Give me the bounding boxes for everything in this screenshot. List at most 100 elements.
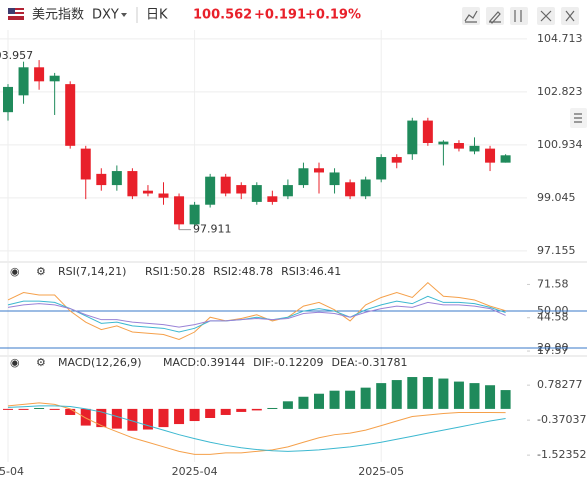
macd-bar [469, 383, 480, 409]
macd-bar [407, 377, 418, 409]
macd-bar [314, 393, 324, 409]
candle-body [469, 145, 480, 152]
candle-body [453, 143, 464, 149]
macd-bar [267, 407, 278, 409]
x-tick-label: 2025-04 [172, 465, 218, 478]
y-tick-label: 0.78277 [537, 378, 583, 391]
candle-body [80, 148, 91, 180]
macd-bar [438, 378, 449, 409]
macd-bar [96, 408, 107, 428]
macd-line [7, 402, 506, 455]
y-tick-label: 97.155 [537, 244, 576, 257]
macd-bar [298, 396, 309, 409]
settings-icon[interactable]: ⚙ [36, 265, 46, 278]
period[interactable]: 日K [146, 8, 168, 23]
legend-entry: RSI3:46.41 [281, 265, 341, 278]
candle-body [34, 67, 45, 82]
macd-bar [174, 408, 185, 425]
candle-body [391, 157, 402, 163]
candle-body [158, 193, 169, 198]
macd-bar [485, 385, 496, 409]
macd-bar [205, 408, 216, 418]
side-icon [574, 113, 582, 123]
y-tick-label: 44.58 [537, 311, 569, 324]
candle-body [407, 120, 418, 155]
rsi-line [7, 295, 506, 333]
min-label: 97.911 [193, 223, 232, 236]
macd-line [7, 405, 506, 452]
legend-entry: MACD:0.39144 [163, 356, 245, 369]
macd-bar [49, 408, 60, 410]
candle-body [174, 196, 185, 225]
macd-bar [142, 408, 153, 430]
macd-bar [220, 408, 231, 415]
y-tick-label: 102.823 [537, 85, 583, 98]
candle-body [282, 185, 293, 197]
flag [8, 8, 24, 20]
fullscreen-icon [540, 10, 552, 22]
candle-type-button[interactable] [510, 7, 528, 25]
y-tick-label: -1.52352 [537, 448, 586, 461]
candle-type-icon [514, 10, 522, 22]
candle-body [438, 141, 449, 145]
eye-icon[interactable]: ◉ [10, 356, 20, 369]
dropdown-icon[interactable] [121, 13, 127, 17]
macd-bar [236, 408, 247, 412]
change: +0.191 [254, 8, 306, 23]
y-tick-label: 71.58 [537, 277, 569, 290]
candle-body [236, 185, 247, 194]
legend-entry: RSI1:50.28 [145, 265, 205, 278]
y-tick-label: 104.713 [537, 32, 583, 45]
candle-body [96, 173, 107, 186]
macd-title: MACD(12,26,9) [58, 356, 142, 369]
candle-body [422, 120, 433, 144]
macd-bar [282, 401, 293, 409]
indicator-icon [464, 10, 478, 23]
macd-bar [329, 390, 340, 409]
candle-body [220, 176, 231, 194]
macd-bar [127, 408, 138, 431]
macd-bar [500, 390, 511, 409]
macd-bar [251, 408, 262, 411]
macd-bar [345, 390, 356, 409]
candle-body [142, 190, 153, 194]
settings-icon[interactable]: ⚙ [36, 356, 46, 369]
candle-body [500, 155, 511, 163]
candle-body [298, 168, 309, 186]
candle-body [65, 84, 76, 146]
macd-bar [111, 408, 122, 429]
price: 100.562 [193, 8, 252, 23]
candle-body [360, 179, 371, 197]
y-tick-label: 17.57 [537, 344, 569, 357]
change-pct: +0.19% [305, 8, 361, 23]
settings-icon [565, 10, 575, 22]
candle-body [314, 168, 324, 173]
candle-body [111, 171, 122, 186]
macd-bar [453, 381, 464, 409]
macd-bar [422, 377, 433, 409]
rsi-line [7, 301, 506, 328]
candle-body [267, 196, 278, 202]
symbol-name[interactable]: 美元指数 [32, 8, 84, 23]
x-tick-label: 2025-05 [358, 465, 404, 478]
macd-bar [158, 408, 169, 428]
candle-body [485, 148, 496, 163]
max-label: 103.957 [0, 49, 33, 62]
symbol-code[interactable]: DXY [92, 8, 119, 23]
y-tick-label: -0.37037 [537, 413, 586, 426]
macd-bar [189, 408, 200, 422]
y-tick-label: 100.934 [537, 138, 583, 151]
eye-icon[interactable]: ◉ [10, 265, 20, 278]
macd-bar [360, 387, 371, 409]
candle-body [18, 67, 29, 96]
legend-entry: RSI2:48.78 [213, 265, 273, 278]
candle-body [49, 75, 60, 82]
candle-body [3, 86, 13, 113]
candle-body [127, 171, 138, 197]
draw-icon [489, 11, 501, 24]
y-tick-label: 99.045 [537, 191, 576, 204]
macd-bar [34, 407, 45, 409]
candle-body [251, 185, 262, 202]
candle-body [205, 176, 216, 205]
